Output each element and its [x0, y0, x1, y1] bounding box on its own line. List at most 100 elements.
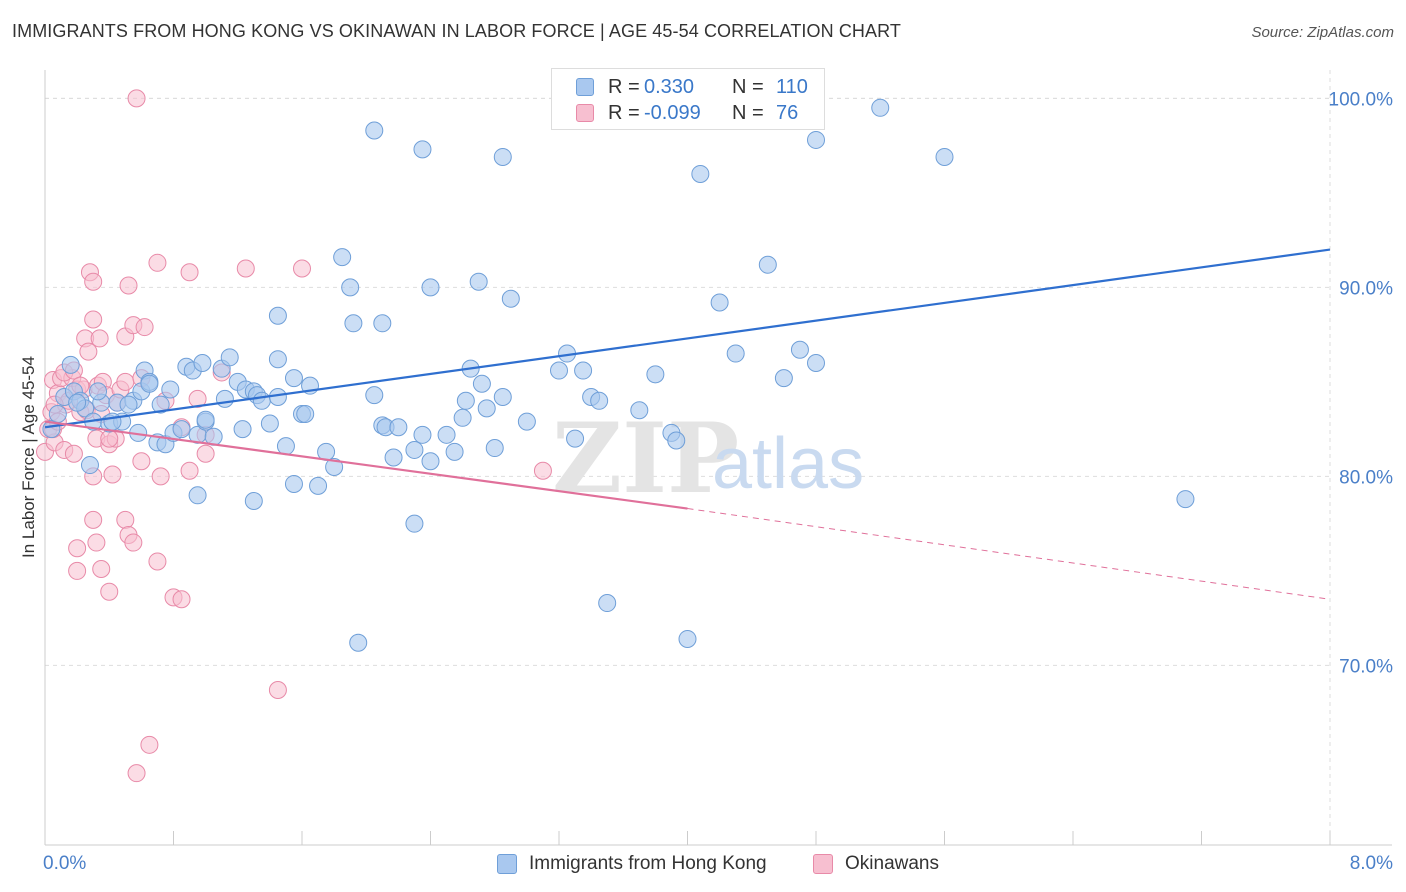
hong-kong-point — [405, 514, 424, 533]
hong-kong-point — [421, 278, 440, 297]
hong-kong-point — [344, 314, 363, 333]
okinawans-point — [68, 539, 87, 558]
okinawans-point — [90, 329, 109, 348]
hong-kong-point — [469, 272, 488, 291]
hong-kong-point — [646, 365, 665, 384]
hong-kong-point — [413, 425, 432, 444]
bottom-legend-label: Immigrants from Hong Kong — [529, 853, 767, 874]
hong-kong-point — [550, 361, 568, 380]
okinawans-point — [140, 735, 159, 754]
okinawans-point — [196, 444, 215, 463]
hong-kong-point — [48, 405, 67, 424]
hong-kong-point — [193, 353, 212, 372]
okinawans-point — [127, 89, 146, 108]
hong-kong-point — [493, 388, 512, 407]
legend-swatch-blue — [576, 78, 594, 96]
okinawans-point — [135, 318, 154, 337]
hong-kong-point — [89, 382, 108, 401]
tick-labels: 70.0% 80.0% 90.0% 100.0% 0.0% 8.0% — [43, 89, 1393, 874]
hong-kong-point — [630, 401, 649, 420]
okinawans-point — [127, 764, 146, 783]
x-tick-label: 8.0% — [1350, 853, 1393, 874]
hong-kong-point — [233, 420, 252, 439]
okinawans-point — [124, 533, 143, 552]
hong-kong-point — [421, 452, 440, 471]
okinawans-point — [79, 342, 98, 361]
okinawans-point — [84, 310, 103, 329]
hong-kong-point — [341, 278, 360, 297]
okinawans-point — [100, 429, 119, 448]
hong-kong-point — [807, 130, 825, 149]
hong-kong-point — [373, 314, 392, 333]
hong-kong-point — [172, 420, 191, 439]
okinawans-point — [119, 276, 138, 295]
okinawans-point — [132, 452, 151, 471]
hong-kong-point — [325, 457, 344, 476]
hong-kong-point — [472, 374, 491, 393]
y-tick-label: 100.0% — [1329, 89, 1394, 110]
hong-kong-point — [103, 412, 122, 431]
okinawans-point — [148, 253, 167, 272]
hong-kong-point — [349, 633, 368, 652]
hong-kong-point — [309, 476, 328, 495]
hong-kong-point — [566, 429, 585, 448]
bottom-legend-swatch-blue — [497, 854, 517, 874]
hong-kong-point — [161, 380, 180, 399]
legend-n-label: N = — [732, 102, 764, 124]
hong-kong-point — [807, 353, 825, 372]
hong-kong-point — [215, 389, 234, 408]
okinawans-point — [268, 681, 287, 699]
hong-kong-point — [276, 437, 295, 456]
legend-r-label: R = — [608, 76, 640, 98]
hong-kong-point — [405, 440, 424, 459]
watermark: ZIP atlas — [552, 402, 864, 515]
hong-kong-point — [119, 395, 138, 414]
hong-kong-point — [384, 448, 403, 467]
hong-kong-point — [68, 393, 87, 412]
hong-kong-point — [260, 414, 279, 433]
legend-n-value: 76 — [776, 102, 799, 124]
hong-kong-point — [268, 306, 287, 325]
legend-n-value: 110 — [776, 76, 808, 98]
okinawans-point — [116, 510, 135, 529]
hong-kong-point — [598, 594, 617, 613]
watermark-atlas: atlas — [712, 424, 864, 504]
y-tick-label: 80.0% — [1339, 467, 1393, 488]
okinawans-point — [151, 467, 170, 486]
hong-kong-point — [758, 255, 777, 274]
hong-kong-point — [501, 289, 520, 308]
okinawans-point — [533, 461, 552, 480]
hong-kong-point — [333, 248, 352, 267]
hong-kong-point — [151, 395, 170, 414]
legend-r-value: -0.099 — [644, 102, 701, 124]
hong-kong-point — [574, 361, 593, 380]
hong-kong-point — [667, 431, 686, 450]
chart-source: Source: ZipAtlas.com — [1251, 24, 1394, 41]
okinawans-point — [84, 272, 103, 291]
chart-title: IMMIGRANTS FROM HONG KONG VS OKINAWAN IN… — [12, 21, 901, 41]
correlation-legend: R = 0.330 N = 110 R = -0.099 N = 76 — [551, 68, 825, 130]
okinawans-trend-extension — [687, 508, 1331, 600]
okinawans-point — [84, 510, 103, 529]
hong-kong-point — [365, 121, 384, 140]
okinawans-point — [100, 582, 119, 601]
hong-kong-point — [284, 369, 303, 388]
hong-kong-point — [477, 399, 496, 418]
hong-kong-point — [485, 439, 504, 458]
hong-kong-point — [437, 425, 456, 444]
hong-kong-point — [365, 386, 384, 405]
hong-kong-point — [935, 147, 954, 166]
legend-r-value: 0.330 — [644, 76, 695, 98]
hong-kong-point — [80, 456, 99, 475]
y-tick-label: 90.0% — [1339, 278, 1393, 299]
hong-kong-point — [268, 388, 287, 407]
hong-kong-point — [590, 391, 609, 410]
hong-kong-point — [790, 340, 809, 359]
hong-kong-point — [296, 405, 315, 424]
trend-lines — [44, 248, 1331, 600]
hong-kong-point — [284, 474, 303, 493]
hong-kong-point — [517, 412, 536, 431]
hong-kong-point — [710, 293, 729, 312]
hong-kong-point — [774, 369, 793, 388]
